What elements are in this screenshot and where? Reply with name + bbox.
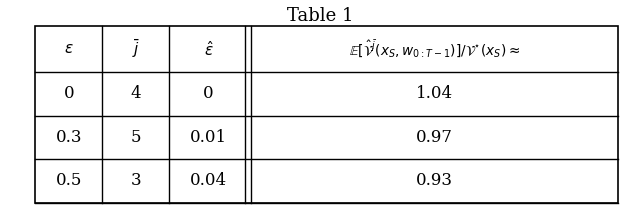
- Text: 5: 5: [131, 129, 141, 146]
- Text: $\epsilon$: $\epsilon$: [64, 42, 74, 56]
- Text: 0: 0: [63, 85, 74, 102]
- Text: 0.01: 0.01: [190, 129, 227, 146]
- Text: 1.04: 1.04: [416, 85, 453, 102]
- Text: $\mathbb{E}[\hat{\mathcal{V}}^{\bar{j}}(x_S, w_{0:T-1})]/\mathcal{V}^{\star}(x_S: $\mathbb{E}[\hat{\mathcal{V}}^{\bar{j}}(…: [349, 39, 520, 60]
- Bar: [35, 26, 618, 203]
- Text: $\hat{\epsilon}$: $\hat{\epsilon}$: [204, 40, 213, 59]
- Text: 0.97: 0.97: [416, 129, 452, 146]
- Text: 3: 3: [131, 172, 141, 189]
- Text: 0.04: 0.04: [190, 172, 227, 189]
- Text: 4: 4: [131, 85, 141, 102]
- Text: 0.3: 0.3: [56, 129, 82, 146]
- Text: $\bar{j}$: $\bar{j}$: [132, 38, 140, 60]
- Text: 0.93: 0.93: [416, 172, 452, 189]
- Text: Table 1: Table 1: [287, 7, 353, 25]
- Text: 0.5: 0.5: [56, 172, 82, 189]
- Text: 0: 0: [203, 85, 214, 102]
